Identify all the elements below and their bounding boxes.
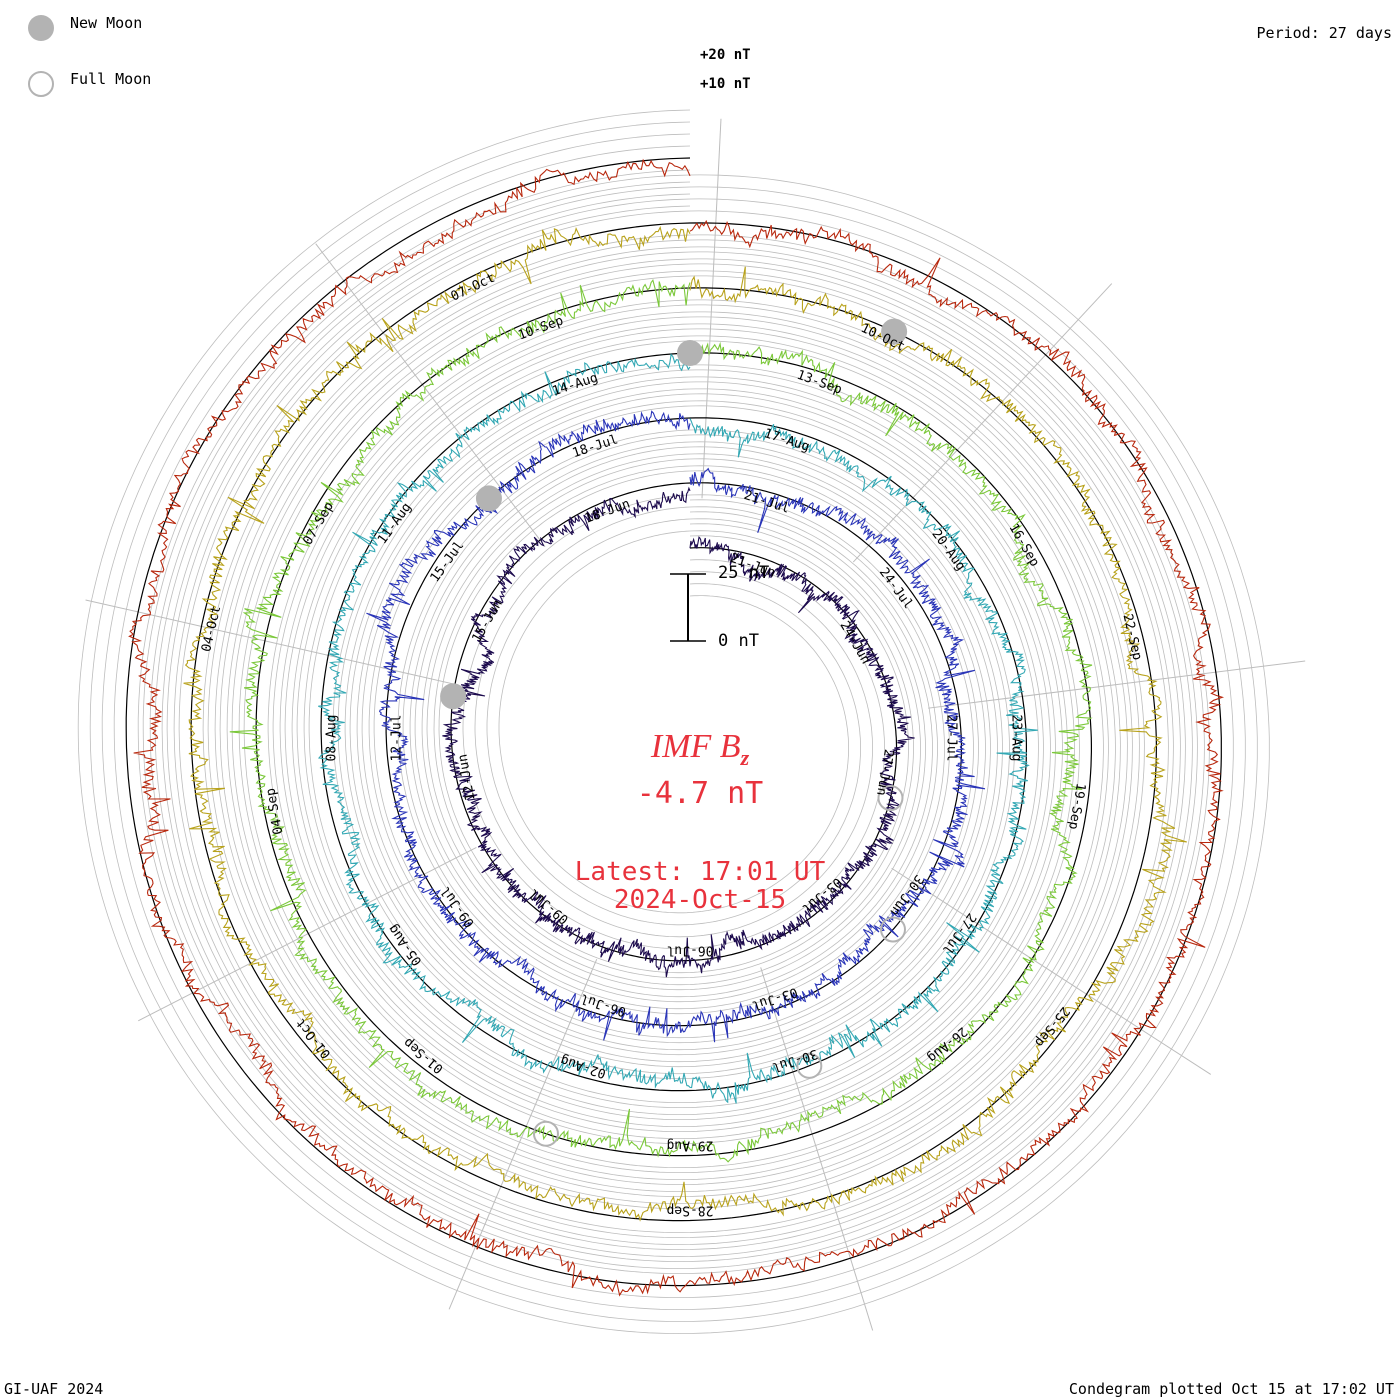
radial-spoke xyxy=(448,958,598,1310)
date-label: 17-Aug xyxy=(762,426,811,455)
grid-line xyxy=(161,193,1186,1251)
date-label: 03-Jul xyxy=(750,984,799,1013)
full-moon-icon xyxy=(28,71,54,97)
date-label: 28-Sep xyxy=(666,1203,713,1218)
date-label: 30-Jul xyxy=(770,1046,819,1075)
date-label: 11-Aug xyxy=(375,500,415,547)
full-moon-marker xyxy=(532,1120,559,1147)
date-label: 04-Sep xyxy=(263,787,286,836)
scale-bottom-label: 0 nT xyxy=(718,631,759,651)
date-label: 15-Jul xyxy=(428,538,468,585)
series-line xyxy=(229,278,1093,1163)
date-label: 23-Aug xyxy=(1008,715,1023,762)
grid-line xyxy=(173,205,1174,1238)
moon-layer xyxy=(440,318,908,1147)
date-label: 29-Aug xyxy=(667,1138,714,1153)
date-label: 04-Oct xyxy=(199,604,224,653)
full-moon-marker xyxy=(796,1052,823,1079)
series-layer xyxy=(128,158,1225,1297)
radial-spoke xyxy=(891,867,1212,1075)
period-label: Period: 27 days xyxy=(1256,24,1392,42)
new-moon-label: New Moon xyxy=(70,14,143,32)
grid-line xyxy=(149,181,1198,1263)
full-moon-marker xyxy=(877,785,904,812)
radial-spoke xyxy=(928,660,1306,709)
new-moon-marker xyxy=(677,340,703,366)
new-moon-icon xyxy=(28,15,54,41)
date-label: 02-Aug xyxy=(559,1052,608,1081)
scale-bar xyxy=(670,573,706,642)
current-value: -4.7 nT xyxy=(636,776,764,811)
date-label: 18-Jun xyxy=(583,497,632,527)
radial-spoke xyxy=(701,118,722,499)
full-moon-marker xyxy=(879,916,906,943)
new-moon-marker xyxy=(881,318,908,345)
new-moon-marker xyxy=(440,683,467,710)
full-moon-label: Full Moon xyxy=(70,70,152,88)
ring-scale-label-10: +10 nT xyxy=(700,76,751,92)
scale-top-label: 25 nT xyxy=(718,563,770,583)
latest-time: Latest: 17:01 UT 2024-Oct-15 xyxy=(574,857,826,915)
date-label: 10-Sep xyxy=(516,313,565,343)
series-line xyxy=(366,410,986,1043)
radial-spoke xyxy=(85,599,457,686)
date-label: 07-Sep xyxy=(301,499,338,547)
ring-scale-label-20: +20 nT xyxy=(700,47,751,63)
date-label: 22-Sep xyxy=(1119,613,1144,662)
date-label: 06-Jul xyxy=(579,990,628,1019)
date-label: 12-Jun xyxy=(455,753,478,802)
date-label: 27-Jul xyxy=(939,910,979,957)
grid-line xyxy=(101,133,1246,1311)
series-line xyxy=(128,158,1225,1297)
series-line xyxy=(183,225,1187,1222)
new-moon-marker xyxy=(475,485,502,512)
radial-spoke xyxy=(852,283,1113,563)
quantity-title: IMF Bz xyxy=(650,728,750,770)
date-label: 27-Jul xyxy=(943,715,958,762)
grid-line xyxy=(89,121,1258,1323)
credit-label: GI-UAF 2024 xyxy=(4,1380,104,1398)
date-label: 06-Jul xyxy=(667,943,714,958)
radial-spoke xyxy=(760,967,874,1331)
date-label: 08-Aug xyxy=(324,715,339,762)
date-label: 12-Jul xyxy=(389,715,404,762)
series-line xyxy=(442,486,915,978)
plotted-label: Condegram plotted Oct 15 at 17:02 UT xyxy=(1068,1380,1394,1398)
series-line xyxy=(317,353,1038,1104)
